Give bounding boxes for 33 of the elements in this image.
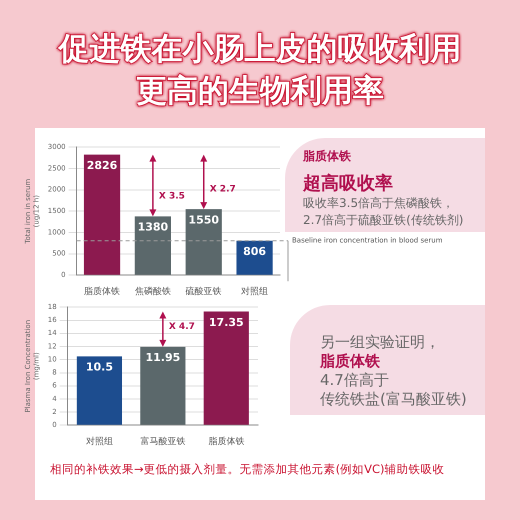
bar <box>204 311 249 425</box>
text: 另一组实验证明， <box>320 333 441 352</box>
bar <box>76 356 122 425</box>
data-label: 10.5 <box>86 360 113 374</box>
annotation: X 3.5 <box>158 192 185 202</box>
annotation: X 4.7 <box>168 322 195 332</box>
data-label: 17.35 <box>208 316 244 329</box>
text: 2.7倍高于硫酸亚铁(传统铁剂) <box>303 212 464 229</box>
chart-title: 促进铁在小肠上皮的吸收利用更高的生物利用率 <box>56 30 462 111</box>
text: 传统铁盐(富马酸亚铁) <box>320 390 468 409</box>
text: 超高吸收率 <box>303 172 394 195</box>
bar <box>84 154 120 275</box>
data-label: 806 <box>243 245 266 258</box>
text: 脂质体铁 <box>303 148 352 165</box>
x-tick-label: 对照组 <box>86 436 113 447</box>
x-tick-label: 脂质体铁 <box>208 436 244 447</box>
x-tick-label: 对照组 <box>241 286 268 297</box>
x-tick-label: 焦磷酸铁 <box>134 286 171 297</box>
x-tick-label: 富马酸亚铁 <box>140 436 186 447</box>
text: 相同的补铁效果→更低的摄入剂量。无需添加其他元素(例如VC)辅助铁吸收 <box>50 462 445 477</box>
text: 吸收率3.5倍高于焦磷酸铁， <box>303 195 456 212</box>
text: 脂质体铁 <box>320 352 381 371</box>
data-label: 1380 <box>138 220 169 234</box>
x-tick-label: 硫酸亚铁 <box>186 286 222 297</box>
text: 4.7倍高于 <box>320 371 390 390</box>
bar <box>140 346 186 425</box>
data-label: 1550 <box>188 213 220 226</box>
annotation: X 2.7 <box>210 184 236 194</box>
bar <box>134 216 171 275</box>
data-label: 2826 <box>86 158 118 172</box>
bar <box>186 209 222 275</box>
data-label: 11.95 <box>145 351 180 364</box>
x-tick-label: 脂质体铁 <box>84 286 120 297</box>
